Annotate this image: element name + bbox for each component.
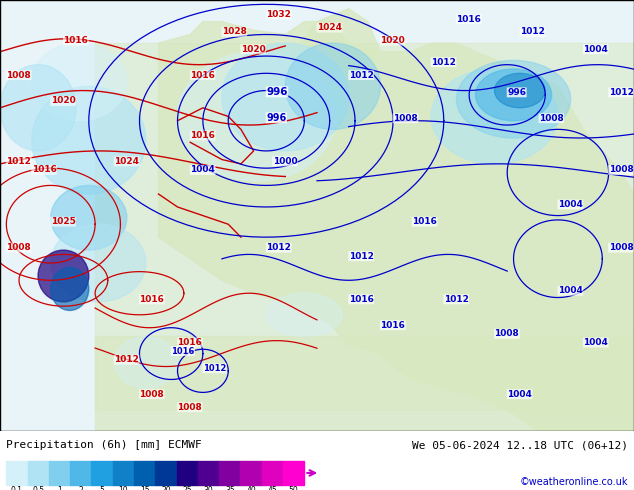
Bar: [134, 461, 155, 485]
Text: 1008: 1008: [539, 114, 564, 122]
Ellipse shape: [495, 74, 545, 108]
Text: 1008: 1008: [6, 71, 31, 79]
Text: 996: 996: [266, 87, 288, 97]
Text: 996: 996: [266, 113, 287, 122]
Text: 1016: 1016: [139, 295, 164, 304]
Text: 1020: 1020: [241, 45, 266, 54]
Text: 1016: 1016: [32, 166, 56, 174]
Text: 1008: 1008: [139, 390, 164, 399]
Text: 1024: 1024: [317, 23, 342, 32]
Text: 0.1: 0.1: [11, 487, 23, 490]
Text: We 05-06-2024 12..18 UTC (06+12): We 05-06-2024 12..18 UTC (06+12): [411, 440, 628, 450]
Text: 1012: 1012: [349, 71, 373, 79]
Text: 1020: 1020: [51, 97, 75, 105]
Bar: [262, 461, 283, 485]
Text: 1016: 1016: [171, 346, 195, 356]
Text: 45: 45: [268, 487, 277, 490]
Text: 1024: 1024: [114, 157, 139, 166]
Text: 1012: 1012: [114, 355, 139, 364]
Text: 1004: 1004: [558, 286, 583, 295]
Text: 1032: 1032: [266, 10, 291, 19]
Text: 1008: 1008: [609, 166, 633, 174]
Ellipse shape: [51, 224, 146, 302]
Ellipse shape: [32, 43, 127, 121]
Text: 1008: 1008: [393, 114, 418, 122]
Text: 1004: 1004: [583, 45, 608, 54]
Text: 1016: 1016: [412, 217, 437, 226]
Text: 1012: 1012: [6, 157, 31, 166]
Text: 1016: 1016: [380, 321, 405, 330]
Ellipse shape: [431, 69, 558, 164]
Text: 1000: 1000: [273, 157, 297, 166]
Text: 1004: 1004: [507, 390, 532, 399]
Text: 1016: 1016: [190, 71, 215, 79]
Bar: [70, 461, 91, 485]
Ellipse shape: [266, 293, 342, 336]
Bar: [95, 43, 634, 410]
Text: 1016: 1016: [63, 36, 88, 45]
Ellipse shape: [476, 69, 552, 121]
Text: 1008: 1008: [495, 329, 519, 338]
Text: 0.5: 0.5: [32, 487, 44, 490]
Ellipse shape: [285, 43, 380, 129]
Text: 1012: 1012: [203, 364, 226, 373]
Ellipse shape: [38, 250, 89, 302]
Ellipse shape: [456, 60, 571, 138]
Ellipse shape: [32, 86, 146, 194]
Bar: [6, 461, 28, 485]
Text: 2: 2: [79, 487, 83, 490]
Text: Precipitation (6h) [mm] ECMWF: Precipitation (6h) [mm] ECMWF: [6, 440, 202, 450]
Ellipse shape: [0, 65, 76, 151]
Text: 1016: 1016: [178, 338, 202, 347]
Text: 1012: 1012: [609, 88, 633, 97]
Text: 1004: 1004: [558, 200, 583, 209]
Polygon shape: [95, 336, 634, 431]
Ellipse shape: [178, 52, 336, 181]
Text: 1016: 1016: [456, 15, 481, 24]
Text: 1004: 1004: [583, 338, 608, 347]
Bar: [49, 461, 70, 485]
Text: 1028: 1028: [222, 27, 247, 36]
Text: 1025: 1025: [51, 217, 75, 226]
Text: 1008: 1008: [6, 243, 31, 252]
Polygon shape: [158, 22, 634, 431]
Text: 1: 1: [57, 487, 62, 490]
Text: 996: 996: [507, 88, 526, 97]
Bar: [219, 461, 240, 485]
Text: 50: 50: [289, 487, 299, 490]
Text: ©weatheronline.co.uk: ©weatheronline.co.uk: [519, 477, 628, 487]
Text: 1012: 1012: [349, 252, 373, 261]
Bar: [240, 461, 262, 485]
Text: 1012: 1012: [431, 58, 456, 67]
Ellipse shape: [114, 336, 178, 388]
Text: 1008: 1008: [178, 403, 202, 412]
Text: 30: 30: [204, 487, 214, 490]
Text: 1020: 1020: [380, 36, 405, 45]
Text: 1016: 1016: [349, 295, 373, 304]
Bar: [283, 461, 304, 485]
Text: 15: 15: [140, 487, 150, 490]
Text: 1012: 1012: [266, 243, 291, 252]
Bar: [155, 461, 177, 485]
Text: 40: 40: [246, 487, 256, 490]
Text: 1004: 1004: [190, 166, 215, 174]
Bar: [177, 461, 198, 485]
Bar: [28, 461, 49, 485]
Ellipse shape: [51, 268, 89, 311]
Text: 10: 10: [119, 487, 128, 490]
Ellipse shape: [222, 43, 349, 151]
Text: 1008: 1008: [609, 243, 633, 252]
Text: 1012: 1012: [520, 27, 545, 36]
Bar: [113, 461, 134, 485]
Text: 25: 25: [183, 487, 192, 490]
Text: 35: 35: [225, 487, 235, 490]
Text: 5: 5: [100, 487, 105, 490]
Bar: [198, 461, 219, 485]
Text: 1012: 1012: [444, 295, 469, 304]
Text: 20: 20: [161, 487, 171, 490]
Text: 1016: 1016: [190, 131, 215, 140]
Polygon shape: [285, 9, 380, 86]
Bar: [91, 461, 113, 485]
Ellipse shape: [51, 185, 127, 250]
